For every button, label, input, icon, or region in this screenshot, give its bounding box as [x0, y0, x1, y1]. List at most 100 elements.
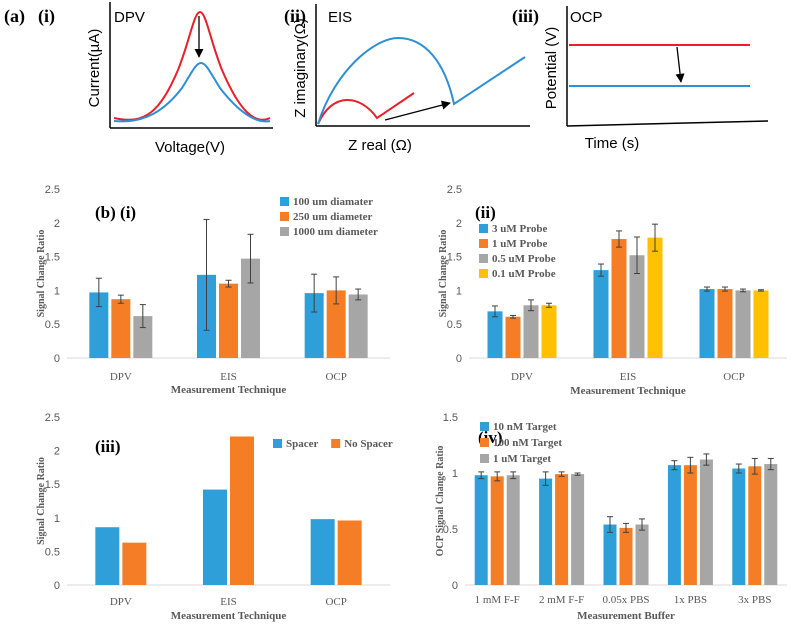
bar [133, 316, 153, 358]
x-tick-label: OCP [325, 371, 346, 383]
y-axis-title: Signal Change Ratio [36, 457, 47, 545]
figure-label: (a) [4, 6, 25, 27]
bar [699, 289, 715, 358]
panel-label: (iii) [95, 437, 121, 456]
eis-blue-curve [317, 36, 526, 125]
eis-xlabel: Z real (Ω) [348, 137, 412, 154]
y-tick-label: 0 [456, 353, 462, 365]
bar [230, 436, 254, 585]
bar [219, 283, 238, 358]
legend-label: 3 uM Probe [492, 223, 548, 235]
panel-label: (ii) [475, 203, 496, 222]
x-tick-label: EIS [220, 596, 237, 608]
bar [326, 290, 346, 358]
y-tick-label: 2 [54, 446, 60, 458]
legend-swatch [280, 227, 289, 236]
x-tick-label: DPV [511, 371, 533, 383]
legend-label: 10 nM Target [493, 421, 557, 433]
y-tick-label: 2.5 [45, 184, 60, 196]
bar [753, 290, 769, 358]
schematic-ocp: (iii) OCP Time (s) Potential (V) [512, 6, 769, 152]
ocp-title: OCP [570, 9, 603, 26]
bar [571, 474, 585, 585]
y-tick-label: 1.5 [45, 479, 60, 491]
legend-swatch [479, 224, 488, 233]
schematic-eis: (ii) EIS Z real (Ω) Z imaginary(Ω) [284, 4, 530, 154]
legend-swatch [480, 422, 489, 431]
bar [304, 293, 324, 358]
y-tick-label: 0 [452, 580, 458, 592]
y-tick-label: 2 [54, 218, 60, 230]
x-axis-title: Measurement Technique [570, 385, 686, 397]
x-tick-label: OCP [325, 596, 346, 608]
eis-panel-label: (ii) [284, 6, 306, 27]
dpv-blue-peak [113, 61, 271, 123]
bar [748, 466, 762, 585]
bar [683, 465, 697, 585]
y-tick-label: 0.5 [447, 319, 462, 331]
y-tick-label: 1.5 [447, 252, 462, 264]
x-tick-label: 1x PBS [674, 594, 707, 606]
schematic-row: (a) (i) DPV Voltage(V) Current(µA) (ii) … [4, 2, 769, 156]
bar [629, 255, 645, 358]
x-tick-label: 1 mM F-F [475, 594, 520, 606]
chart-b-iv: 0 0.5 1 1.5 OCP Signal Change Ratio 1 mM F-F 2… [435, 412, 787, 622]
legend-swatch [280, 197, 289, 206]
bar [667, 465, 681, 585]
legend-label: 1000 um diameter [293, 226, 378, 238]
y-tick-label: 1.5 [443, 412, 458, 424]
schematic-dpv: (i) DPV Voltage(V) Current(µA) [38, 2, 273, 156]
x-tick-label: 2 mM F-F [539, 594, 584, 606]
x-tick-label: 0.05x PBS [602, 594, 649, 606]
bar [95, 527, 120, 585]
bar [337, 520, 362, 585]
bar [619, 527, 633, 585]
y-axis-title: Signal Change Ratio [438, 230, 449, 318]
bar [593, 270, 609, 358]
bar [539, 478, 553, 585]
dpv-panel-label: (i) [38, 6, 55, 27]
x-tick-label: OCP [723, 371, 744, 383]
legend-label: 1 uM Target [493, 453, 551, 465]
bar [541, 305, 557, 358]
bar [111, 299, 131, 358]
y-axis-title: Signal Change Ratio [36, 230, 47, 318]
legend-label: 0.5 uM Probe [492, 253, 556, 265]
y-tick-label: 2.5 [447, 184, 462, 196]
legend-swatch [479, 239, 488, 248]
y-tick-label: 0 [54, 353, 60, 365]
bar [635, 524, 649, 585]
legend-label: 100 nM Target [493, 437, 562, 449]
x-axis-title: Measurement Technique [171, 610, 287, 622]
eis-arrow [384, 100, 451, 121]
x-axis-title: Measurement Technique [171, 384, 287, 396]
chart-b-iii: 0 0.5 1 1.5 2 2.5 Signal Change Ratio DPV EIS OCP… [36, 412, 393, 622]
chart-b-ii: 0 0.5 1 1.5 2 2.5 Signal Change Ratio DPV EIS OCP… [438, 184, 787, 397]
y-tick-label: 1 [456, 285, 462, 297]
y-tick-label: 1 [452, 468, 458, 480]
y-tick-label: 1 [54, 513, 60, 525]
bar [699, 459, 713, 585]
bar [764, 464, 778, 585]
legend-label: Spacer [286, 438, 319, 450]
eis-red-curve [317, 92, 415, 125]
legend-label: 100 um diamater [293, 196, 373, 208]
y-tick-label: 0.5 [45, 546, 60, 558]
legend-label: No Spacer [344, 438, 393, 450]
bar [555, 474, 569, 585]
legend-swatch [479, 254, 488, 263]
legend-swatch [480, 438, 489, 447]
bar [735, 290, 751, 358]
y-tick-label: 0.5 [45, 319, 60, 331]
bar [647, 237, 663, 358]
y-tick-label: 1.5 [45, 252, 60, 264]
ocp-x-axis [566, 120, 769, 127]
y-tick-label: 1 [54, 285, 60, 297]
panel-label: (b) (i) [95, 203, 136, 222]
dpv-red-peak [113, 10, 271, 121]
bar [505, 316, 521, 358]
x-tick-label: EIS [620, 371, 637, 383]
bar [611, 239, 627, 358]
ocp-xlabel: Time (s) [585, 135, 639, 152]
